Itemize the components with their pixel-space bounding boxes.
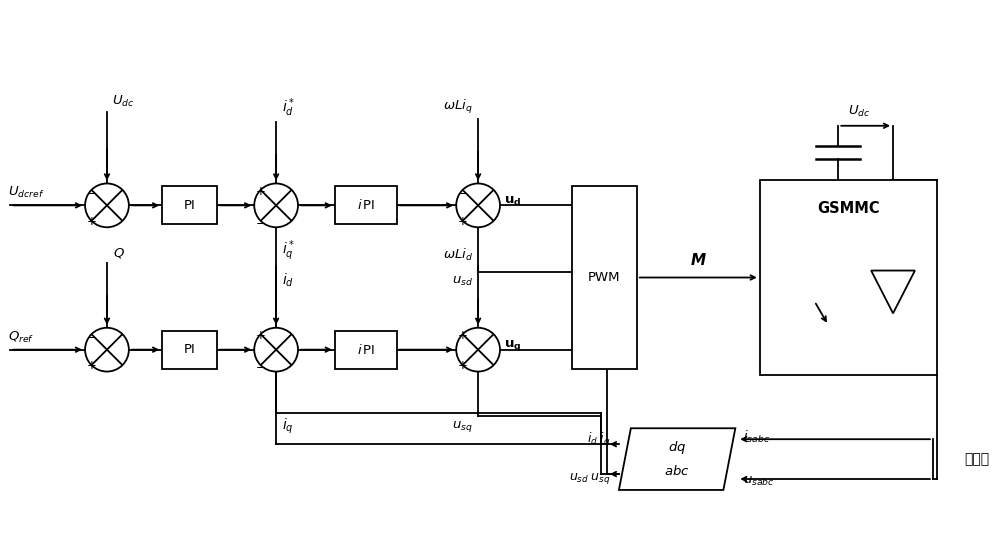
Polygon shape — [619, 428, 735, 490]
Text: $\mathbf{u_q}$: $\mathbf{u_q}$ — [504, 338, 521, 353]
Text: $\boldsymbol{i_{sabc}}$: $\boldsymbol{i_{sabc}}$ — [743, 429, 770, 445]
Bar — [760, 180, 937, 375]
Text: $\boldsymbol{M}$: $\boldsymbol{M}$ — [690, 251, 707, 268]
Text: $\boldsymbol{u_{sabc}}$: $\boldsymbol{u_{sabc}}$ — [743, 474, 775, 488]
Text: $u_{sq}$: $u_{sq}$ — [452, 419, 473, 435]
Text: $\mathbf{u_d}$: $\mathbf{u_d}$ — [504, 195, 521, 208]
Text: PI: PI — [184, 199, 195, 212]
Text: $-$: $-$ — [86, 185, 96, 198]
Circle shape — [254, 328, 298, 371]
Text: $\omega Li_q$: $\omega Li_q$ — [443, 98, 473, 116]
Text: $-$: $-$ — [255, 215, 266, 228]
Text: PWM: PWM — [588, 271, 621, 284]
Text: $-$: $-$ — [86, 329, 96, 342]
Text: $i_d^*$: $i_d^*$ — [282, 96, 295, 119]
Circle shape — [456, 328, 500, 371]
Text: $u_{sd}$: $u_{sd}$ — [452, 275, 473, 288]
Text: $U_{dcref}$: $U_{dcref}$ — [8, 185, 45, 200]
Text: $+$: $+$ — [255, 185, 266, 198]
Text: $+$: $+$ — [255, 329, 266, 342]
Text: $+$: $+$ — [86, 359, 96, 372]
Bar — [162, 186, 217, 224]
Text: $+$: $+$ — [86, 215, 96, 228]
Text: $i_q$: $i_q$ — [282, 416, 294, 436]
Text: $+$: $+$ — [457, 359, 468, 372]
Text: $U_{dc}$: $U_{dc}$ — [848, 104, 871, 119]
Text: $U_{dc}$: $U_{dc}$ — [112, 94, 134, 109]
Bar — [335, 186, 397, 224]
Text: $Q$: $Q$ — [113, 246, 125, 260]
Circle shape — [85, 184, 129, 227]
Text: $dq$: $dq$ — [668, 438, 686, 456]
Circle shape — [254, 184, 298, 227]
Circle shape — [456, 184, 500, 227]
Bar — [335, 331, 397, 368]
Text: $i\,$PI: $i\,$PI — [357, 198, 375, 212]
Text: $+$: $+$ — [457, 329, 468, 342]
Text: $i_q^*$: $i_q^*$ — [282, 239, 295, 263]
Text: $-$: $-$ — [457, 185, 467, 198]
Text: $abc$: $abc$ — [664, 464, 690, 478]
Bar — [572, 186, 637, 368]
Text: $\omega Li_d$: $\omega Li_d$ — [443, 247, 473, 263]
Text: $Q_{ref}$: $Q_{ref}$ — [8, 330, 35, 344]
Bar — [162, 331, 217, 368]
Text: $i\,$PI: $i\,$PI — [357, 343, 375, 357]
Text: $u_{sd}\;u_{sq}$: $u_{sd}\;u_{sq}$ — [569, 470, 611, 486]
Circle shape — [85, 328, 129, 371]
Text: $-$: $-$ — [255, 359, 266, 372]
Text: $+$: $+$ — [457, 215, 468, 228]
Text: GSMMC: GSMMC — [817, 201, 880, 216]
Text: 电网侧: 电网侧 — [964, 452, 990, 466]
Text: $i_d$: $i_d$ — [282, 272, 294, 290]
Text: $i_d\;i_q$: $i_d\;i_q$ — [587, 431, 611, 449]
Text: PI: PI — [184, 343, 195, 356]
